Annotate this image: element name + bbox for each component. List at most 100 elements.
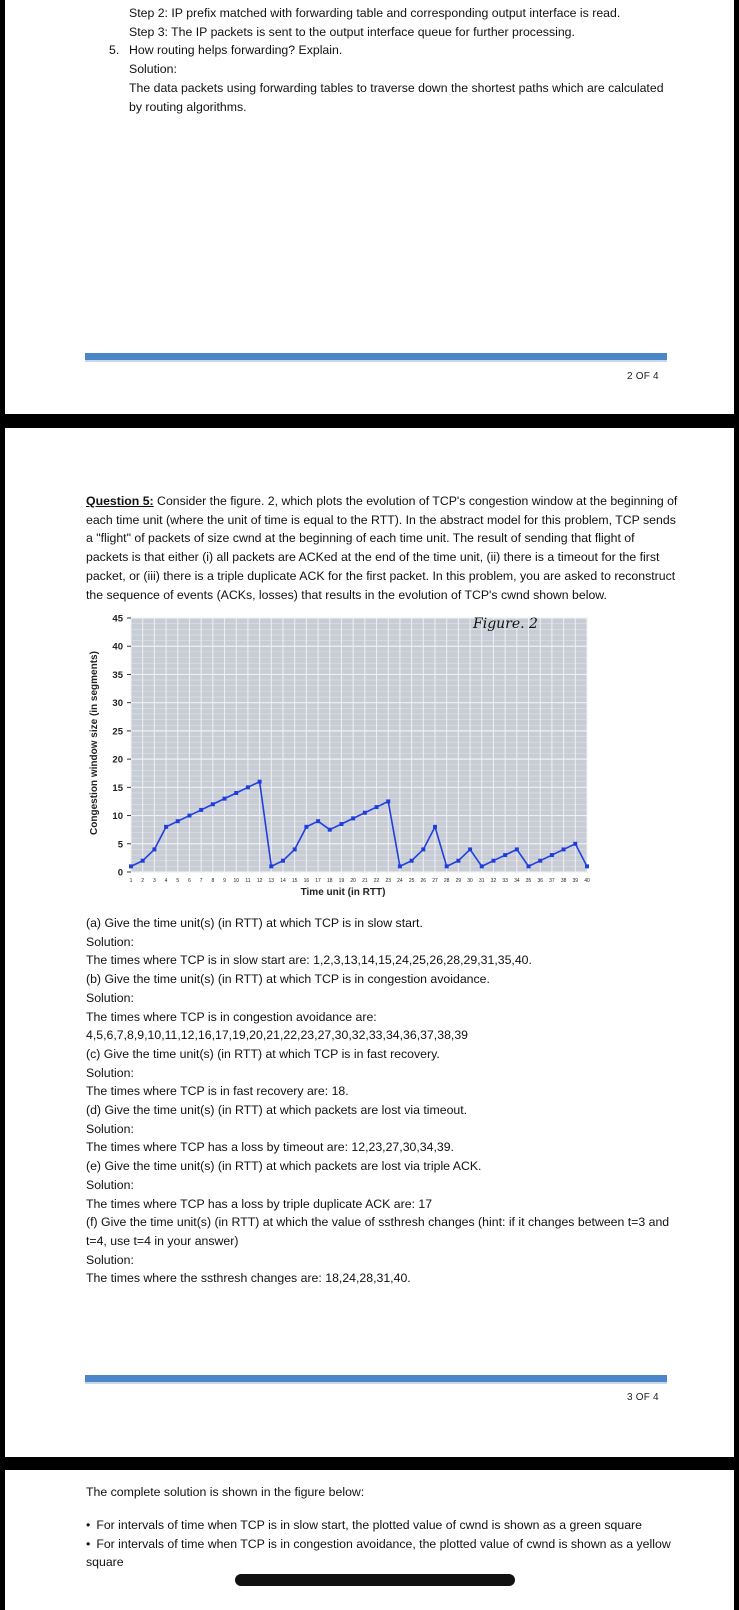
bullet-item: For intervals of time when TCP is in con… <box>86 1535 726 1554</box>
data-point <box>187 813 192 818</box>
x-tick-label: 38 <box>561 878 567 884</box>
x-tick-label: 40 <box>584 878 590 884</box>
text-line: (b) Give the time unit(s) (in RTT) at wh… <box>86 972 490 987</box>
x-tick-label: 7 <box>200 878 203 884</box>
data-point <box>421 847 426 852</box>
document-page-4: The complete solution is shown in the fi… <box>5 1470 734 1610</box>
text-line: The data packets using forwarding tables… <box>129 80 664 95</box>
y-tick-label: 20 <box>112 755 123 766</box>
y-tick-label: 45 <box>112 614 123 625</box>
y-tick-label: 30 <box>112 698 123 709</box>
text-line: packet, or (iii) there is a triple dupli… <box>86 568 676 583</box>
page-number: 2 OF 4 <box>627 371 659 382</box>
text-line: a "flight" of packets of size cwnd at th… <box>86 531 635 546</box>
text-line: The times where TCP has a loss by timeou… <box>86 1140 454 1155</box>
x-tick-label: 4 <box>165 878 168 884</box>
data-point <box>397 864 402 869</box>
data-point <box>269 864 274 869</box>
text-line: 4,5,6,7,8,9,10,11,12,16,17,19,20,21,22,2… <box>86 1028 468 1043</box>
x-tick-label: 14 <box>280 878 286 884</box>
x-tick-label: 18 <box>327 878 333 884</box>
data-point <box>526 864 531 869</box>
x-tick-label: 25 <box>409 878 415 884</box>
y-axis-label: Congestion window size (in segments) <box>89 651 100 835</box>
plot-area <box>130 617 588 873</box>
y-tick-label: 35 <box>112 670 123 681</box>
x-tick-label: 23 <box>385 878 391 884</box>
x-tick-label: 28 <box>444 878 450 884</box>
x-tick-label: 6 <box>188 878 191 884</box>
x-tick-label: 39 <box>573 878 579 884</box>
text-line: The times where TCP is in slow start are… <box>86 953 532 968</box>
x-tick-label: 26 <box>421 878 427 884</box>
data-point <box>433 824 437 829</box>
data-point <box>374 805 379 810</box>
page-number: 3 OF 4 <box>627 1392 659 1403</box>
footer-bar <box>85 1375 667 1384</box>
y-tick-label: 0 <box>118 868 123 879</box>
chart-title: Figure. 2 <box>472 616 538 632</box>
x-tick-label: 33 <box>502 878 508 884</box>
answers: (a) Give the time unit(s) (in RTT) at wh… <box>86 914 706 1288</box>
data-point <box>129 864 133 869</box>
x-tick-label: 22 <box>374 878 380 884</box>
x-tick-label: 9 <box>223 878 226 884</box>
document-page-3: Question 5: Consider the figure. 2, whic… <box>5 428 734 1457</box>
text-line: Solution: <box>129 62 177 77</box>
data-point <box>538 858 543 863</box>
x-tick-label: 2 <box>141 878 144 884</box>
data-point <box>549 853 554 858</box>
text-line: Solution: <box>86 1121 134 1136</box>
text-line: Solution: <box>86 1252 134 1267</box>
data-point <box>140 858 145 863</box>
x-tick-label: 16 <box>304 878 310 884</box>
text-line: (e) Give the time unit(s) (in RTT) at wh… <box>86 1159 482 1174</box>
x-tick-label: 17 <box>315 878 321 884</box>
data-point <box>152 847 157 852</box>
solution-intro: The complete solution is shown in the fi… <box>86 1485 365 1499</box>
x-tick-label: 3 <box>153 878 156 884</box>
question-number: 5. <box>109 43 120 57</box>
data-point <box>245 785 250 790</box>
cwnd-series-line <box>130 780 588 868</box>
question-5-text: Question 5: Consider the figure. 2, whic… <box>86 492 686 604</box>
data-point <box>362 810 367 815</box>
data-point <box>327 827 332 832</box>
text-line: (c) Give the time unit(s) (in RTT) at wh… <box>86 1046 440 1061</box>
data-point <box>234 790 239 795</box>
text-line: (f) Give the time unit(s) (in RTT) at wh… <box>86 1215 670 1230</box>
x-tick-label: 34 <box>514 878 520 884</box>
data-point <box>573 841 578 846</box>
data-point <box>468 847 473 852</box>
x-tick-label: 8 <box>211 878 214 884</box>
x-tick-label: 20 <box>350 878 356 884</box>
data-point <box>585 864 589 869</box>
x-tick-label: 15 <box>292 878 298 884</box>
x-tick-label: 32 <box>491 878 497 884</box>
y-tick-label: 25 <box>112 726 123 737</box>
x-tick-label: 11 <box>245 878 250 884</box>
text-line: packets is that either (i) all packets a… <box>86 550 660 565</box>
x-tick-label: 37 <box>549 878 555 884</box>
document-page-2: Step 2: IP prefix matched with forwardin… <box>5 0 734 414</box>
x-tick-label: 31 <box>479 878 485 884</box>
text-line: each time unit (where the unit of time i… <box>86 512 676 527</box>
x-tick-label: 19 <box>339 878 345 884</box>
bullet-item: For intervals of time when TCP is in slo… <box>86 1516 726 1535</box>
redaction-mark <box>235 1574 515 1586</box>
question-label: Question 5: <box>86 494 154 508</box>
x-tick-label: 12 <box>257 878 263 884</box>
data-point <box>257 779 262 784</box>
data-point <box>316 819 321 824</box>
data-point <box>491 858 496 863</box>
footer-bar <box>85 353 667 362</box>
x-tick-label: 36 <box>537 878 543 884</box>
x-tick-label: 29 <box>456 878 462 884</box>
text-line: the sequence of events (ACKs, losses) th… <box>86 587 607 602</box>
text-line: Solution: <box>86 990 134 1005</box>
text-line: The times where TCP has a loss by triple… <box>86 1196 433 1211</box>
y-tick-label: 15 <box>112 783 123 794</box>
data-point <box>351 816 356 821</box>
data-point <box>456 858 461 863</box>
text-line: Solution: <box>86 1065 134 1080</box>
